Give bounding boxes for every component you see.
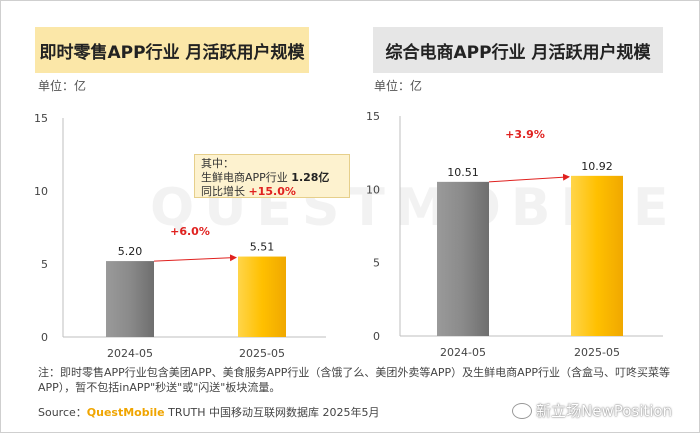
- weibo-watermark: 新立场NewPosition: [512, 400, 672, 421]
- callout-line1: 其中：: [201, 157, 234, 170]
- bar-2024-05: [106, 261, 154, 337]
- y-tick-label: 15: [366, 110, 380, 123]
- growth-label: +6.0%: [170, 225, 210, 238]
- callout-line2: 生鲜电商APP行业 1.28亿: [201, 171, 343, 185]
- footnote: 注：即时零售APP行业包含美团APP、美食服务APP行业（含饿了么、美团外卖等A…: [38, 366, 670, 394]
- bar-2025-05: [571, 175, 623, 336]
- source-line: Source：QuestMobile TRUTH 中国移动互联网数据库 2025…: [38, 404, 380, 420]
- bar-value-label: 10.51: [447, 166, 479, 179]
- y-tick-label: 10: [34, 185, 48, 198]
- y-tick-label: 0: [373, 330, 380, 343]
- y-tick-label: 10: [366, 183, 380, 196]
- source-prefix: Source：: [38, 406, 87, 419]
- growth-arrow: [488, 173, 570, 183]
- y-tick-label: 5: [41, 258, 48, 271]
- weibo-icon: [512, 402, 532, 419]
- bar-value-label: 5.51: [250, 241, 275, 254]
- callout-line3-prefix: 同比增长: [201, 185, 249, 198]
- y-tick-label: 15: [34, 112, 48, 125]
- x-category-label: 2025-05: [239, 347, 285, 360]
- x-category-label: 2025-05: [574, 346, 620, 359]
- left-chart-title: 即时零售APP行业 月活跃用户规模: [35, 27, 309, 73]
- weibo-watermark-text: 新立场NewPosition: [536, 402, 673, 420]
- callout-line2-prefix: 生鲜电商APP行业: [201, 171, 292, 184]
- bar-value-label: 5.20: [118, 245, 143, 258]
- x-category-label: 2024-05: [107, 347, 153, 360]
- bar-value-label: 10.92: [581, 160, 613, 173]
- left-bar-chart: 0 5 10 15 5.20 2024-05 5.51 2025-05 +6.0%: [34, 112, 326, 360]
- bar-2024-05: [437, 181, 489, 336]
- source-brand: QuestMobile: [86, 406, 165, 419]
- right-bar-chart: 0 5 10 15 10.51 2024-05 10.92 2025-05 +3.9%: [366, 110, 663, 359]
- source-suffix: TRUTH 中国移动互联网数据库 2025年5月: [164, 406, 380, 419]
- callout-line3-value: +15.0%: [248, 185, 296, 198]
- callout-line2-value: 1.28亿: [291, 171, 330, 184]
- growth-arrow: [153, 254, 237, 262]
- y-tick-label: 0: [41, 331, 48, 344]
- right-unit-label: 单位：亿: [374, 79, 423, 93]
- x-category-label: 2024-05: [440, 346, 486, 359]
- callout-box: 其中： 生鲜电商APP行业 1.28亿 同比增长 +15.0%: [194, 154, 350, 198]
- left-unit-label: 单位：亿: [38, 79, 87, 93]
- right-chart-title: 综合电商APP行业 月活跃用户规模: [373, 27, 663, 73]
- y-tick-label: 5: [373, 257, 380, 270]
- bar-2025-05: [238, 256, 286, 337]
- callout-line3: 同比增长 +15.0%: [201, 185, 343, 199]
- growth-label: +3.9%: [505, 128, 545, 141]
